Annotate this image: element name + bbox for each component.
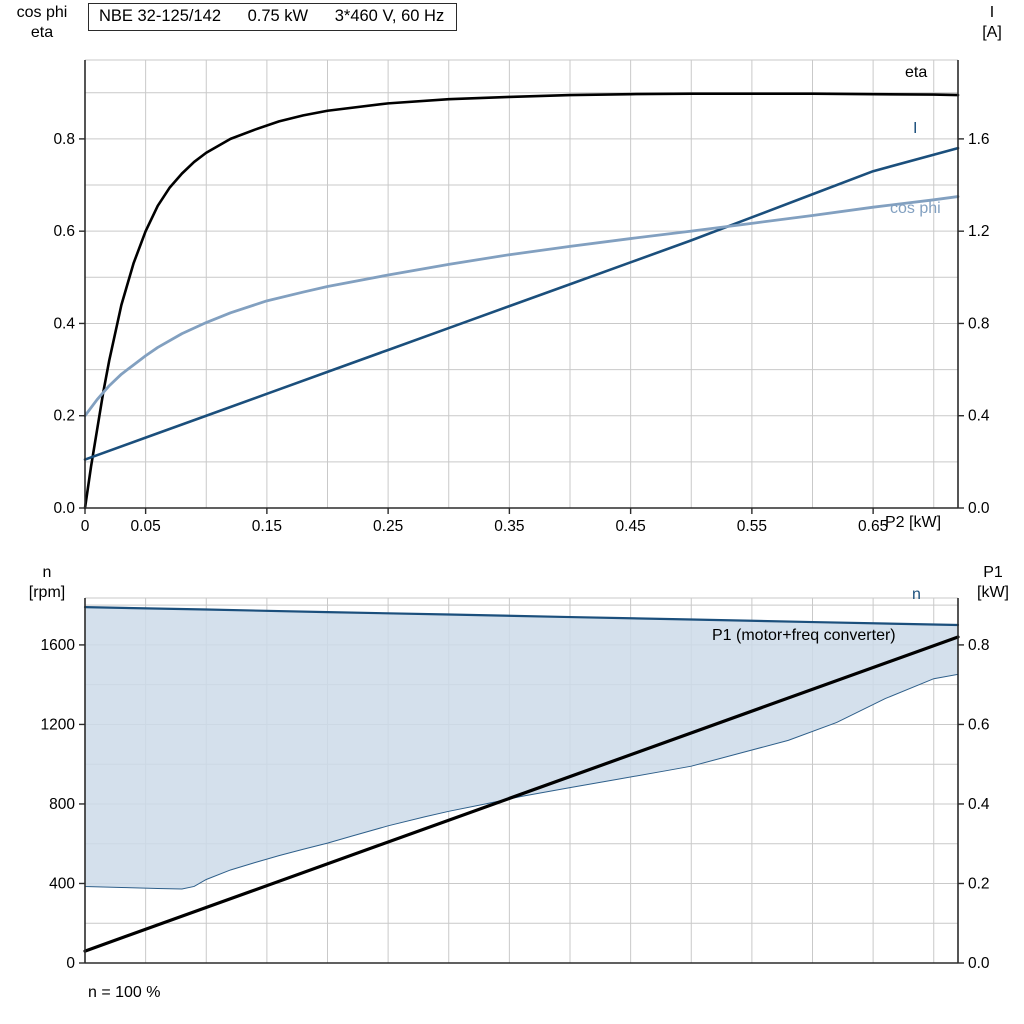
top-right-axis-label-current: I [989, 4, 995, 21]
curve-i [83, 146, 960, 461]
left-y-tick-label: 800 [49, 796, 75, 813]
x-tick-label: 0.65 [858, 518, 888, 535]
left-y-tick-label: 1200 [41, 716, 76, 733]
right-y-tick-label: 0.8 [968, 315, 990, 332]
right-y-tick-label: 0.8 [968, 637, 990, 654]
curve-cos-phi [83, 195, 960, 418]
curve-p1-motor-freq-converter- [83, 635, 960, 953]
pump-model: NBE 32-125/142 [99, 7, 222, 25]
left-y-tick-label: 0.4 [53, 315, 75, 332]
bottom-right-axis-label-p1: P1 [983, 564, 1003, 581]
bottom-left-axis-unit-rpm: [rpm] [28, 584, 66, 601]
current-curve-label: I [913, 120, 918, 137]
top-right-axis-unit-amps: [A] [982, 24, 1002, 41]
right-y-tick-label: 0.4 [968, 796, 990, 813]
curve-n [83, 606, 960, 627]
x-tick-label: 0.25 [373, 518, 403, 535]
top-left-axis-label-eta: eta [30, 24, 54, 41]
pump-power: 0.75 kW [247, 7, 309, 25]
top-left-axis-label-cosphi: cos phi [16, 4, 68, 21]
x-tick-label: 0 [81, 518, 90, 535]
bottom-right-axis-unit-kw: [kW] [977, 584, 1009, 601]
pump-supply: 3*460 V, 60 Hz [334, 7, 445, 25]
left-y-tick-label: 400 [49, 875, 75, 892]
bottom-chart-speed-power: 0 400 800 1200 1600 0.0 0.2 0.4 0.6 0.8 [41, 597, 990, 972]
left-y-tick-label: 0.8 [53, 131, 75, 148]
left-y-tick-label: 0.6 [53, 223, 75, 240]
eta-curve-label: eta [905, 64, 928, 81]
right-y-tick-label: 0.2 [968, 875, 990, 892]
left-y-tick-label: 0.0 [53, 500, 75, 517]
right-y-tick-label: 1.6 [968, 131, 990, 148]
x-tick-label: 0.35 [494, 518, 524, 535]
right-y-tick-label: 0.0 [968, 955, 990, 972]
curve-eta [83, 92, 960, 510]
x-tick-label: 0.15 [252, 518, 282, 535]
top-x-axis-label: P2 [kW] [885, 514, 942, 531]
left-y-tick-label: 0.2 [53, 408, 75, 425]
speed-operating-range-area [84, 606, 959, 890]
left-y-tick-label: 1600 [41, 637, 76, 654]
bottom-left-axis-label-n: n [42, 564, 52, 581]
p1-curve-label: P1 (motor+freq converter) [712, 627, 896, 644]
speed-setting-note: n = 100 % [88, 984, 161, 1001]
right-y-tick-label: 0.4 [968, 408, 990, 425]
right-y-tick-label: 0.6 [968, 716, 990, 733]
left-y-tick-label: 0 [66, 955, 75, 972]
chart-title-box: NBE 32-125/142 0.75 kW 3*460 V, 60 Hz [88, 3, 458, 31]
top-chart-motor-curves: 0 0.05 0.15 0.25 0.35 0.45 0.55 0.65 0.0 0.2 0.4 0.… [53, 59, 990, 535]
cosphi-curve-label: cos phi [890, 200, 941, 217]
x-tick-label: 0.55 [737, 518, 767, 535]
right-y-tick-label: 1.2 [968, 223, 990, 240]
speed-curve-label: n [912, 586, 921, 603]
x-tick-label: 0.05 [131, 518, 161, 535]
x-tick-label: 0.45 [616, 518, 646, 535]
right-y-tick-label: 0.0 [968, 500, 990, 517]
